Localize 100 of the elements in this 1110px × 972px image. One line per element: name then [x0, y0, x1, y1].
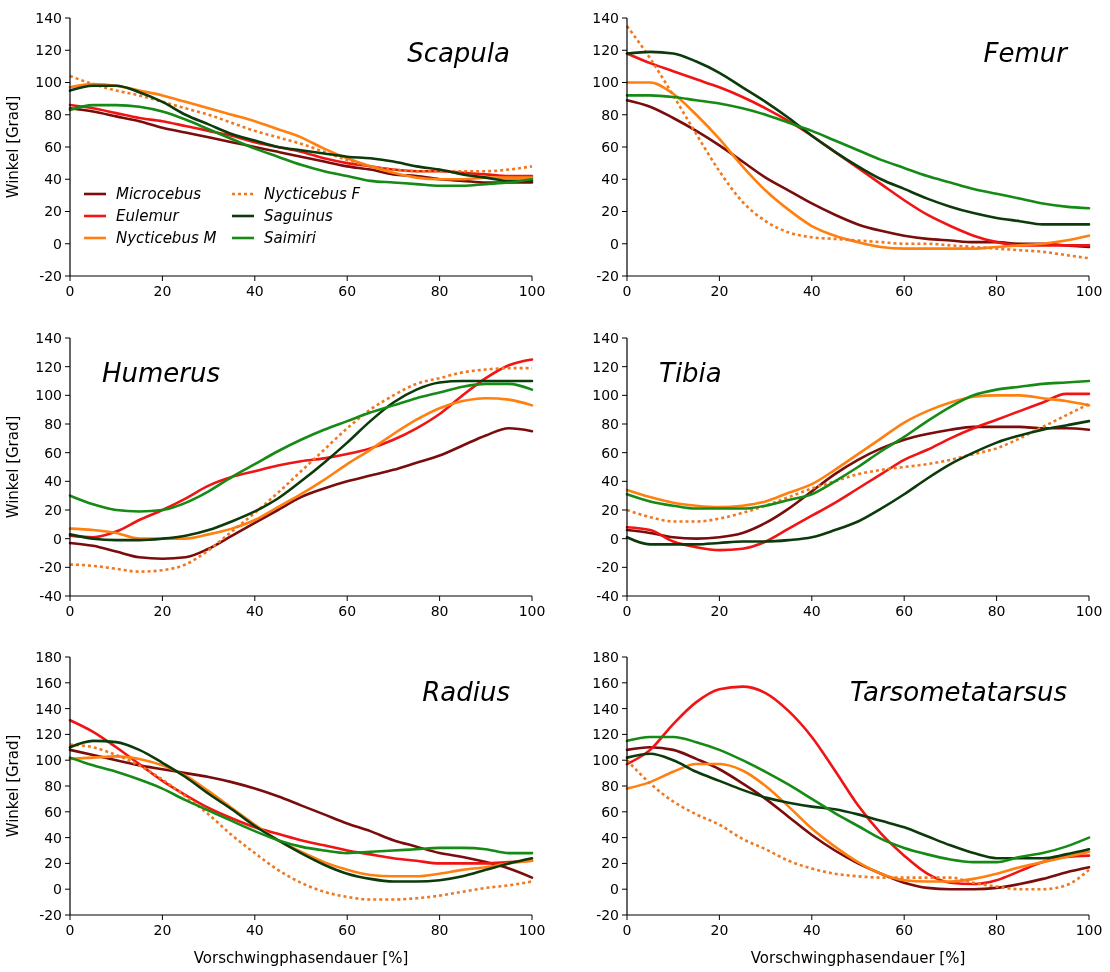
- y-tick-label: 80: [44, 415, 62, 432]
- y-tick-label: 140: [592, 9, 619, 26]
- x-tick-label: 80: [430, 283, 449, 299]
- y-tick-label: -40: [39, 587, 62, 604]
- y-tick-label: -20: [39, 559, 62, 576]
- legend-label: Saimiri: [264, 229, 317, 248]
- y-tick-label: 80: [44, 106, 62, 123]
- y-tick-label: 60: [601, 138, 619, 155]
- legend-label: Eulemur: [116, 207, 180, 226]
- y-axis-title: Winkel [Grad]: [4, 95, 22, 199]
- line-series: [625, 392, 1091, 552]
- x-tick-label: 80: [987, 603, 1006, 619]
- y-tick-label: 20: [44, 203, 62, 220]
- y-tick-label: 40: [44, 473, 62, 490]
- y-tick-label: 40: [601, 829, 619, 846]
- x-tick-label: 100: [518, 922, 546, 938]
- y-tick-label: -20: [39, 906, 62, 923]
- y-tick-label: 80: [601, 415, 619, 432]
- x-tick-label: 40: [802, 603, 821, 619]
- y-tick-label: 140: [592, 329, 619, 346]
- x-tick-label: 40: [245, 283, 264, 299]
- x-tick-label: 20: [153, 603, 172, 619]
- x-tick-label: 100: [1075, 283, 1103, 299]
- y-tick-label: 140: [35, 329, 62, 346]
- y-tick-label: -20: [39, 267, 62, 284]
- y-tick-label: 40: [601, 171, 619, 188]
- y-tick-label: 140: [592, 700, 619, 717]
- y-axis-title: Winkel [Grad]: [4, 734, 22, 838]
- x-tick-label: 0: [65, 922, 75, 938]
- x-tick-label: 60: [338, 283, 357, 299]
- y-tick-label: 80: [601, 777, 619, 794]
- x-tick-label: 60: [338, 922, 357, 938]
- x-tick-label: 80: [430, 603, 449, 619]
- x-tick-label: 80: [987, 283, 1006, 299]
- y-tick-label: 180: [35, 648, 62, 665]
- x-tick-label: 0: [622, 283, 632, 299]
- y-tick-label: -20: [596, 906, 619, 923]
- text: Humerus: [102, 358, 221, 388]
- y-tick-label: 0: [53, 235, 62, 252]
- y-tick-label: 0: [610, 235, 619, 252]
- x-tick-label: 0: [65, 603, 75, 619]
- x-tick-label: 0: [65, 283, 75, 299]
- x-tick-label: 20: [710, 922, 729, 938]
- x-tick-label: 0: [622, 922, 632, 938]
- text: Tibia: [659, 358, 722, 388]
- text: Tarsometatarsus: [849, 677, 1067, 707]
- y-tick-label: 20: [44, 501, 62, 518]
- line-series: [68, 756, 534, 855]
- y-tick-label: 0: [53, 881, 62, 898]
- x-tick-label: 60: [895, 283, 914, 299]
- x-tick-label: 40: [245, 922, 264, 938]
- x-tick-label: 20: [710, 283, 729, 299]
- y-tick-label: 40: [601, 473, 619, 490]
- y-tick-label: 180: [592, 648, 619, 665]
- line-series: [625, 402, 1091, 523]
- y-tick-label: 20: [601, 501, 619, 518]
- x-tick-label: 100: [1075, 603, 1103, 619]
- y-tick-label: 100: [592, 387, 619, 404]
- line-series: [625, 24, 1091, 260]
- y-tick-label: 100: [592, 74, 619, 91]
- legend-label: Saguinus: [264, 207, 333, 226]
- y-tick-label: 160: [35, 674, 62, 691]
- y-tick-label: 120: [35, 358, 62, 375]
- y-tick-label: 120: [592, 358, 619, 375]
- y-tick-label: 120: [35, 42, 62, 59]
- y-tick-label: 40: [44, 171, 62, 188]
- x-tick-label: 100: [1075, 922, 1103, 938]
- line-series: [625, 735, 1091, 864]
- y-tick-label: -20: [596, 559, 619, 576]
- y-tick-label: 0: [610, 530, 619, 547]
- y-tick-label: 140: [35, 9, 62, 26]
- y-tick-label: 100: [35, 387, 62, 404]
- y-tick-label: 160: [592, 674, 619, 691]
- y-tick-label: 80: [44, 777, 62, 794]
- y-tick-label: 120: [592, 726, 619, 743]
- y-tick-label: 120: [592, 42, 619, 59]
- y-tick-label: 100: [35, 74, 62, 91]
- x-tick-label: 80: [987, 922, 1006, 938]
- x-tick-label: 100: [518, 603, 546, 619]
- text: Scapula: [407, 38, 510, 68]
- y-tick-label: 60: [601, 444, 619, 461]
- y-tick-label: 100: [35, 752, 62, 769]
- y-tick-label: 60: [44, 444, 62, 461]
- legend-label: Nycticebus M: [116, 229, 217, 248]
- text: Radius: [422, 677, 510, 707]
- y-tick-label: 80: [601, 106, 619, 123]
- x-axis-title: Vorschwingphasendauer [%]: [193, 949, 409, 967]
- y-tick-label: 60: [44, 138, 62, 155]
- x-tick-label: 0: [622, 603, 632, 619]
- x-axis-title: Vorschwingphasendauer [%]: [750, 949, 966, 967]
- y-tick-label: 140: [35, 700, 62, 717]
- x-tick-label: 60: [895, 922, 914, 938]
- line-series: [68, 382, 534, 513]
- x-tick-label: 80: [430, 922, 449, 938]
- text: Femur: [983, 38, 1070, 68]
- y-tick-label: 0: [610, 881, 619, 898]
- y-tick-label: -40: [596, 587, 619, 604]
- y-tick-label: 20: [601, 203, 619, 220]
- y-tick-label: 40: [44, 829, 62, 846]
- x-tick-label: 20: [153, 283, 172, 299]
